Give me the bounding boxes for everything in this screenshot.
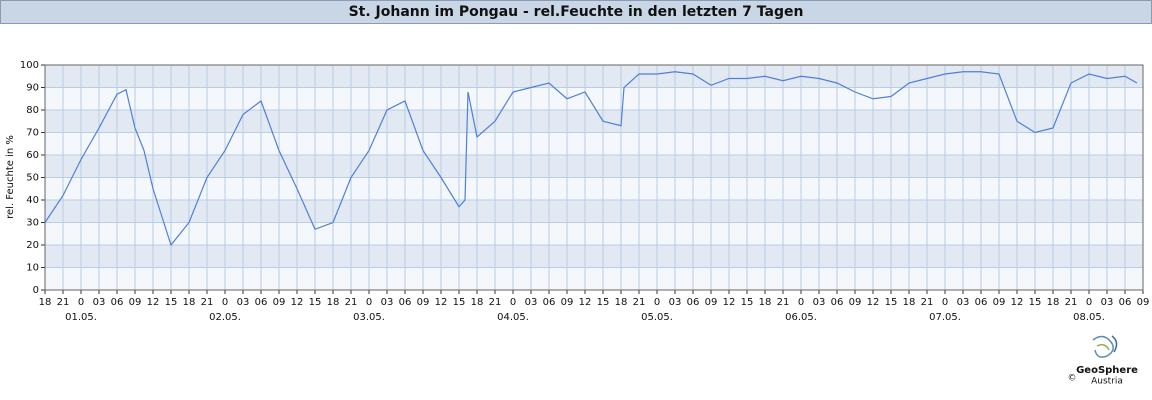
y-tick-label: 30: [26, 218, 39, 229]
x-tick-label: 03: [813, 297, 826, 308]
x-tick-label: 15: [453, 297, 466, 308]
plot-border: [44, 64, 1144, 291]
logo-text: GeoSphere: [1076, 365, 1138, 376]
date-label: 08.05.: [1073, 312, 1105, 323]
y-tick-label: 50: [26, 173, 39, 184]
x-tick-label: 12: [291, 297, 304, 308]
x-tick-label: 12: [147, 297, 160, 308]
x-tick-label: 21: [57, 297, 70, 308]
x-tick-label: 03: [1101, 297, 1114, 308]
x-tick-label: 0: [510, 297, 516, 308]
x-tick-label: 15: [165, 297, 178, 308]
x-tick-label: 12: [579, 297, 592, 308]
x-tick-label: 18: [903, 297, 916, 308]
grid-band: [45, 200, 1143, 223]
x-tick-label: 09: [849, 297, 862, 308]
y-tick-label: 90: [26, 83, 39, 94]
x-tick-label: 0: [222, 297, 228, 308]
x-tick-label: 21: [201, 297, 214, 308]
x-tick-label: 06: [1119, 297, 1132, 308]
x-tick-label: 0: [654, 297, 660, 308]
x-tick-label: 0: [366, 297, 372, 308]
date-label: 05.05.: [641, 312, 673, 323]
x-tick-label: 03: [525, 297, 538, 308]
x-tick-label: 21: [489, 297, 502, 308]
x-tick-label: 09: [273, 297, 286, 308]
x-tick-label: 15: [741, 297, 754, 308]
y-tick-label: 10: [26, 263, 39, 274]
x-tick-label: 12: [435, 297, 448, 308]
x-tick-label: 06: [831, 297, 844, 308]
chart-title: St. Johann im Pongau - rel.Feuchte in de…: [0, 0, 1152, 24]
date-label: 04.05.: [497, 312, 529, 323]
x-tick-label: 21: [1065, 297, 1078, 308]
x-tick-label: 03: [669, 297, 682, 308]
x-tick-label: 21: [345, 297, 358, 308]
x-tick-label: 06: [543, 297, 556, 308]
data-line: [44, 71, 1138, 247]
grid-band: [45, 110, 1143, 133]
y-tick-label: 0: [33, 285, 39, 296]
x-tick-label: 18: [615, 297, 628, 308]
x-tick-label: 09: [417, 297, 430, 308]
x-tick-label: 0: [78, 297, 84, 308]
x-tick-label: 03: [957, 297, 970, 308]
x-tick-label: 09: [1137, 297, 1150, 308]
x-tick-label: 09: [705, 297, 718, 308]
date-label: 03.05.: [353, 312, 385, 323]
copyright: ©: [1068, 374, 1077, 384]
x-tick-label: 18: [327, 297, 340, 308]
x-tick-label: 15: [597, 297, 610, 308]
logo-icon: [1092, 335, 1118, 358]
y-tick-label: 80: [26, 105, 39, 116]
x-tick-label: 03: [93, 297, 106, 308]
x-tick-label: 0: [942, 297, 948, 308]
x-tick-label: 15: [309, 297, 322, 308]
x-tick-label: 18: [1047, 297, 1060, 308]
date-label: 01.05.: [65, 312, 97, 323]
y-tick-label: 100: [20, 60, 39, 71]
x-tick-label: 06: [687, 297, 700, 308]
x-tick-label: 06: [111, 297, 124, 308]
x-tick-label: 09: [129, 297, 142, 308]
y-tick-label: 40: [26, 195, 39, 206]
x-tick-label: 06: [399, 297, 412, 308]
x-tick-label: 03: [381, 297, 394, 308]
x-tick-label: 18: [183, 297, 196, 308]
date-label: 06.05.: [785, 312, 817, 323]
y-tick-label: 20: [26, 240, 39, 251]
date-label: 02.05.: [209, 312, 241, 323]
x-tick-label: 21: [633, 297, 646, 308]
x-tick-label: 06: [255, 297, 268, 308]
x-tick-label: 06: [975, 297, 988, 308]
grid-band: [45, 245, 1143, 268]
x-tick-label: 09: [993, 297, 1006, 308]
x-tick-label: 0: [1086, 297, 1092, 308]
x-tick-label: 12: [1011, 297, 1024, 308]
y-axis-label: rel. Feuchte in %: [5, 135, 16, 219]
x-tick-label: 21: [921, 297, 934, 308]
logo-text: Austria: [1091, 377, 1123, 387]
x-tick-label: 15: [1029, 297, 1042, 308]
x-tick-label: 15: [885, 297, 898, 308]
x-tick-label: 12: [867, 297, 880, 308]
x-tick-label: 18: [471, 297, 484, 308]
y-tick-label: 70: [26, 128, 39, 139]
x-tick-label: 12: [723, 297, 736, 308]
grid-band: [45, 155, 1143, 178]
x-tick-label: 21: [777, 297, 790, 308]
x-tick-label: 09: [561, 297, 574, 308]
y-tick-label: 60: [26, 150, 39, 161]
grid-band: [45, 65, 1143, 88]
date-label: 07.05.: [929, 312, 961, 323]
x-tick-label: 03: [237, 297, 250, 308]
x-tick-label: 18: [39, 297, 52, 308]
x-tick-label: 0: [798, 297, 804, 308]
x-tick-label: 18: [759, 297, 772, 308]
